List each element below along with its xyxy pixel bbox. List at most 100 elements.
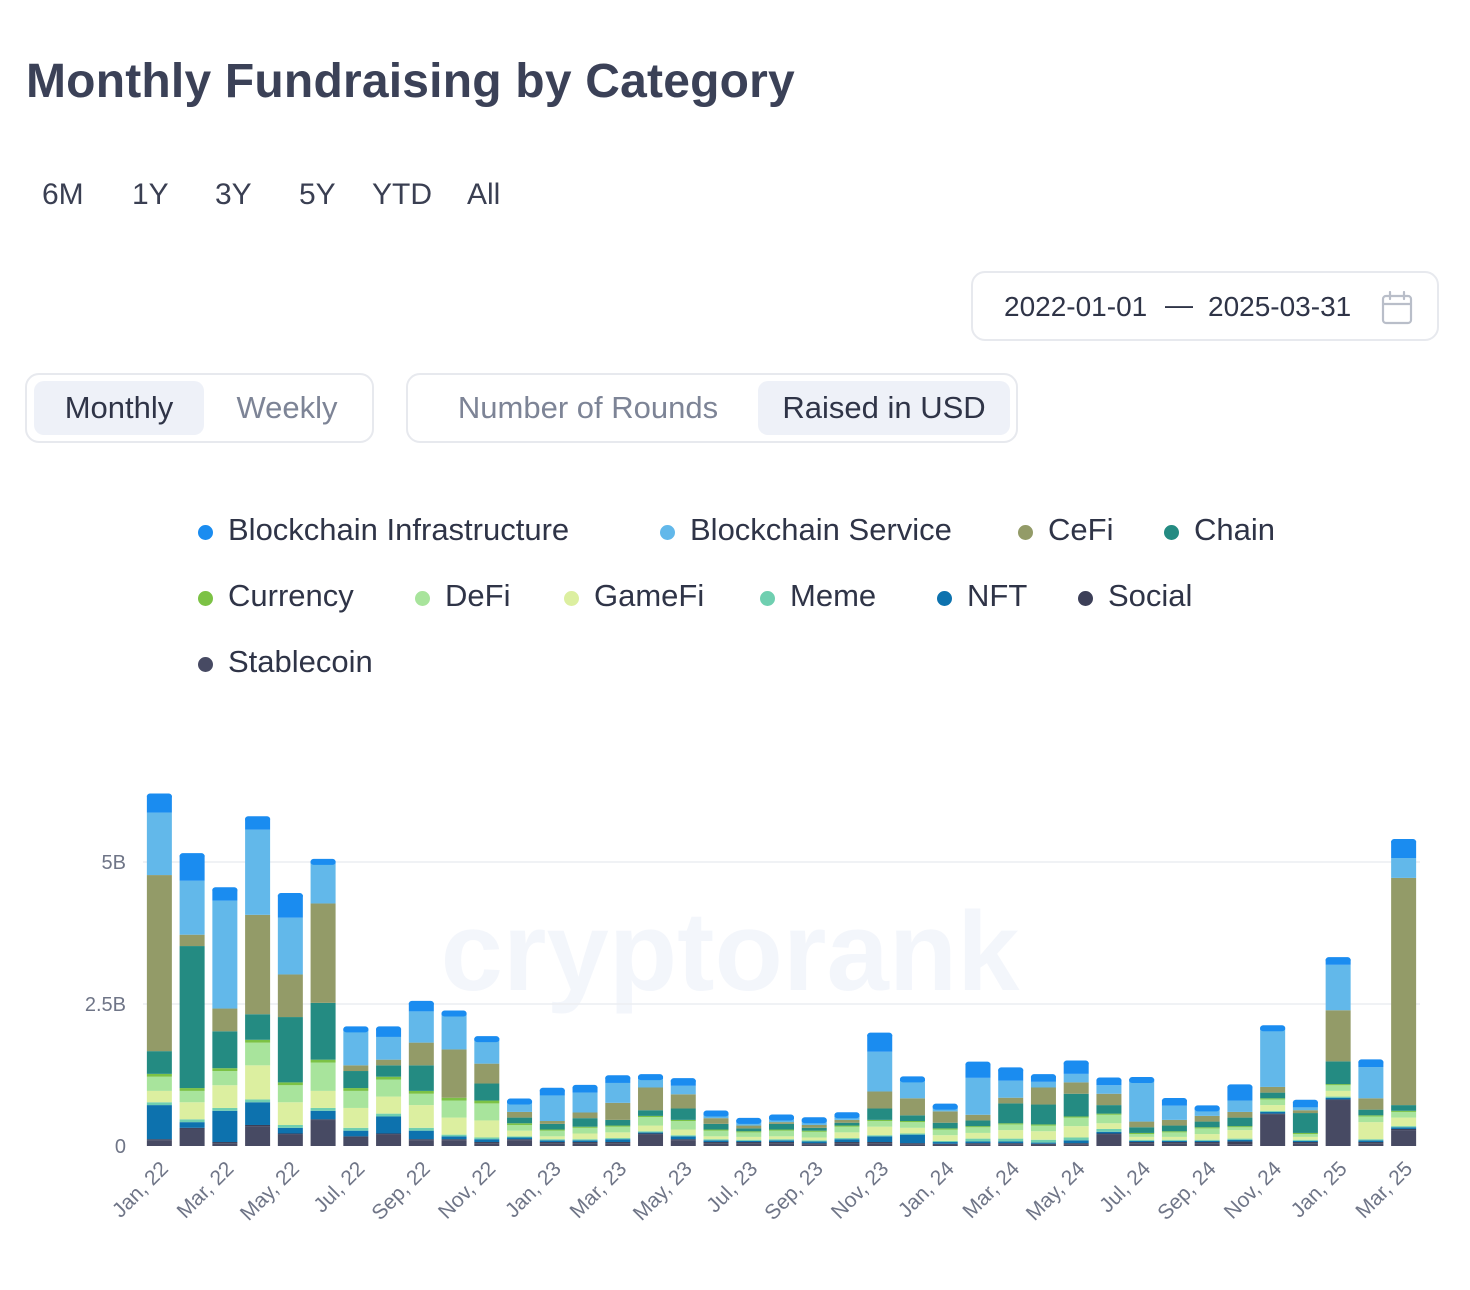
bar-segment-social[interactable] bbox=[277, 1133, 303, 1135]
bar-segment-blockchain-service[interactable] bbox=[474, 1040, 500, 1064]
bar-segment-nft[interactable] bbox=[769, 1140, 794, 1143]
bar-segment-chain[interactable] bbox=[245, 1014, 271, 1040]
bar-segment-cefi[interactable] bbox=[245, 914, 271, 1015]
bar-segment-gamefi[interactable] bbox=[1063, 1126, 1089, 1138]
bar-segment-chain[interactable] bbox=[179, 946, 205, 1089]
bar-segment-defi[interactable] bbox=[441, 1100, 467, 1118]
bar-segment-gamefi[interactable] bbox=[1030, 1131, 1056, 1140]
bar-segment-chain[interactable] bbox=[146, 1051, 172, 1074]
range-5y[interactable]: 5Y bbox=[299, 178, 336, 211]
bar-segment-social[interactable] bbox=[834, 1142, 860, 1144]
bar-segment-gamefi[interactable] bbox=[1292, 1136, 1318, 1140]
bar-segment-gamefi[interactable] bbox=[1096, 1123, 1122, 1129]
bar-segment-blockchain-service[interactable] bbox=[1129, 1081, 1155, 1122]
bar-segment-nft[interactable] bbox=[605, 1139, 631, 1143]
bar-segment-defi[interactable] bbox=[1063, 1117, 1089, 1127]
bar-segment-defi[interactable] bbox=[1391, 1111, 1417, 1118]
bar-segment-cefi[interactable] bbox=[703, 1118, 729, 1124]
bar-segment-cefi[interactable] bbox=[179, 934, 205, 947]
bar-segment-blockchain-service[interactable] bbox=[310, 863, 336, 904]
bar-segment-defi[interactable] bbox=[1227, 1127, 1253, 1131]
bar-segment-social[interactable] bbox=[1325, 1099, 1351, 1101]
bar-segment-nft[interactable] bbox=[408, 1130, 434, 1140]
bar-segment-defi[interactable] bbox=[474, 1103, 500, 1121]
bar-segment-chain[interactable] bbox=[1260, 1092, 1286, 1099]
bar-segment-defi[interactable] bbox=[638, 1117, 664, 1126]
bar-stack[interactable] bbox=[1129, 1076, 1155, 1146]
bar-segment-blockchain-service[interactable] bbox=[507, 1103, 533, 1112]
bar-segment-blockchain-infrastructure[interactable] bbox=[245, 818, 271, 830]
bar-segment-chain[interactable] bbox=[1325, 1061, 1351, 1085]
bar-segment-currency[interactable] bbox=[212, 1068, 238, 1072]
bar-segment-meme[interactable] bbox=[245, 1099, 271, 1103]
bar-segment-social[interactable] bbox=[638, 1133, 664, 1135]
bar-segment-blockchain-service[interactable] bbox=[801, 1122, 827, 1125]
bar-segment-gamefi[interactable] bbox=[441, 1117, 467, 1135]
bar-segment-cefi[interactable] bbox=[441, 1049, 467, 1098]
bar-segment-gamefi[interactable] bbox=[1227, 1130, 1253, 1139]
bar-segment-cefi[interactable] bbox=[1096, 1093, 1122, 1106]
bar-segment-currency[interactable] bbox=[1292, 1132, 1318, 1135]
bar-segment-blockchain-service[interactable] bbox=[670, 1085, 696, 1095]
bar-segment-social[interactable] bbox=[1161, 1142, 1187, 1144]
bar-stack[interactable] bbox=[277, 892, 303, 1146]
bar-segment-gamefi[interactable] bbox=[212, 1085, 238, 1108]
bar-segment-gamefi[interactable] bbox=[507, 1130, 533, 1137]
bar-stack[interactable] bbox=[965, 1061, 991, 1146]
bar-segment-currency[interactable] bbox=[867, 1119, 893, 1122]
bar-segment-social[interactable] bbox=[539, 1142, 565, 1144]
bar-segment-nft[interactable] bbox=[998, 1141, 1024, 1144]
bar-segment-gamefi[interactable] bbox=[179, 1102, 205, 1120]
bar-segment-meme[interactable] bbox=[572, 1139, 598, 1141]
bar-segment-blockchain-service[interactable] bbox=[1096, 1085, 1122, 1094]
bar-segment-meme[interactable] bbox=[1292, 1139, 1318, 1141]
bar-segment-meme[interactable] bbox=[441, 1134, 467, 1137]
bar-segment-meme[interactable] bbox=[998, 1138, 1024, 1142]
bar-segment-nft[interactable] bbox=[1194, 1140, 1220, 1143]
bar-segment-stablecoin[interactable] bbox=[245, 1126, 271, 1146]
bar-segment-blockchain-service[interactable] bbox=[277, 917, 303, 975]
bar-stack[interactable] bbox=[1358, 1059, 1384, 1146]
date-end[interactable]: 2025-03-31 bbox=[1208, 291, 1352, 322]
bar-segment-nft[interactable] bbox=[670, 1136, 696, 1140]
bar-segment-gamefi[interactable] bbox=[867, 1126, 893, 1136]
bar-segment-social[interactable] bbox=[1129, 1142, 1155, 1144]
bar-segment-blockchain-infrastructure[interactable] bbox=[146, 795, 172, 813]
bar-segment-currency[interactable] bbox=[277, 1082, 303, 1086]
bar-segment-cefi[interactable] bbox=[965, 1114, 991, 1121]
bar-segment-stablecoin[interactable] bbox=[1227, 1144, 1253, 1146]
bar-segment-meme[interactable] bbox=[1325, 1096, 1351, 1098]
bar-segment-blockchain-service[interactable] bbox=[965, 1077, 991, 1115]
bar-segment-nft[interactable] bbox=[1260, 1111, 1286, 1114]
bar-segment-social[interactable] bbox=[1292, 1142, 1318, 1144]
bar-segment-nft[interactable] bbox=[965, 1141, 991, 1144]
bar-segment-defi[interactable] bbox=[212, 1071, 238, 1086]
bar-segment-defi[interactable] bbox=[245, 1042, 271, 1066]
bar-segment-nft[interactable] bbox=[1129, 1140, 1155, 1143]
bar-segment-meme[interactable] bbox=[1030, 1139, 1056, 1143]
bar-segment-chain[interactable] bbox=[1063, 1093, 1089, 1117]
bar-segment-social[interactable] bbox=[212, 1142, 238, 1144]
bar-segment-meme[interactable] bbox=[932, 1140, 958, 1143]
bar-stack[interactable] bbox=[670, 1078, 696, 1146]
bar-segment-social[interactable] bbox=[1358, 1142, 1384, 1144]
bar-segment-cefi[interactable] bbox=[801, 1124, 827, 1128]
bar-segment-blockchain-infrastructure[interactable] bbox=[1391, 840, 1417, 859]
bar-segment-blockchain-service[interactable] bbox=[1030, 1081, 1056, 1088]
bar-segment-gamefi[interactable] bbox=[474, 1120, 500, 1138]
bar-segment-blockchain-service[interactable] bbox=[1227, 1100, 1253, 1112]
bar-segment-stablecoin[interactable] bbox=[834, 1143, 860, 1146]
bar-segment-social[interactable] bbox=[245, 1124, 271, 1127]
bar-segment-meme[interactable] bbox=[670, 1135, 696, 1137]
bar-segment-stablecoin[interactable] bbox=[1129, 1143, 1155, 1146]
bar-segment-social[interactable] bbox=[1227, 1141, 1253, 1145]
bar-segment-gamefi[interactable] bbox=[965, 1132, 991, 1139]
bar-segment-blockchain-service[interactable] bbox=[146, 812, 172, 876]
bar-segment-nft[interactable] bbox=[1391, 1127, 1417, 1129]
bar-segment-meme[interactable] bbox=[736, 1139, 762, 1141]
bar-segment-social[interactable] bbox=[932, 1143, 958, 1145]
bar-segment-gamefi[interactable] bbox=[1161, 1136, 1187, 1140]
bar-segment-defi[interactable] bbox=[1194, 1128, 1220, 1135]
bar-stack[interactable] bbox=[1161, 1097, 1187, 1146]
bar-segment-blockchain-service[interactable] bbox=[1194, 1110, 1220, 1116]
